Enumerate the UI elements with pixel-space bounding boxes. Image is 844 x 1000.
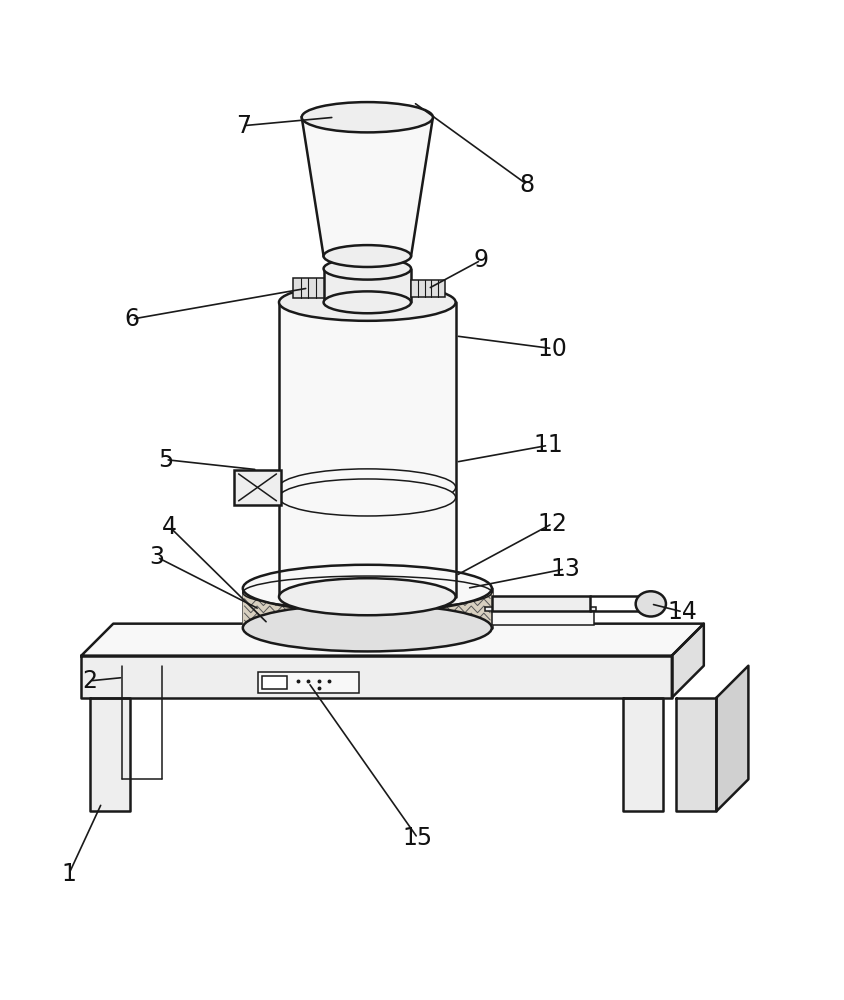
Text: 4: 4 — [162, 515, 177, 539]
Text: 13: 13 — [550, 557, 580, 581]
Polygon shape — [672, 624, 704, 698]
Ellipse shape — [279, 578, 456, 615]
Text: 9: 9 — [473, 248, 489, 272]
Bar — [258, 672, 359, 693]
Polygon shape — [81, 624, 704, 656]
Ellipse shape — [243, 565, 492, 612]
Polygon shape — [676, 698, 717, 811]
Polygon shape — [243, 593, 492, 626]
Polygon shape — [243, 588, 492, 628]
Polygon shape — [623, 698, 663, 811]
Polygon shape — [89, 698, 130, 811]
Polygon shape — [279, 302, 456, 597]
Bar — [235, 470, 281, 505]
Text: 6: 6 — [124, 307, 139, 331]
Ellipse shape — [279, 479, 456, 516]
Polygon shape — [717, 666, 749, 811]
Text: 10: 10 — [538, 337, 567, 361]
Bar — [294, 278, 323, 298]
Text: 8: 8 — [520, 173, 535, 197]
Ellipse shape — [243, 604, 492, 651]
Ellipse shape — [636, 591, 666, 617]
Text: 1: 1 — [62, 862, 76, 886]
Text: 15: 15 — [403, 826, 433, 850]
Text: 12: 12 — [538, 512, 567, 536]
Text: 2: 2 — [82, 669, 97, 693]
Text: 3: 3 — [149, 545, 165, 569]
Text: 14: 14 — [668, 600, 698, 624]
Bar — [411, 280, 445, 297]
Bar — [492, 611, 594, 625]
Ellipse shape — [279, 284, 456, 321]
Text: 11: 11 — [533, 433, 563, 457]
Ellipse shape — [323, 245, 411, 267]
Ellipse shape — [323, 291, 411, 313]
Ellipse shape — [301, 102, 433, 132]
Bar — [492, 596, 590, 611]
Bar — [262, 676, 288, 689]
Text: 5: 5 — [158, 448, 173, 472]
Text: 7: 7 — [236, 114, 252, 138]
Polygon shape — [81, 656, 672, 698]
Polygon shape — [323, 269, 411, 302]
Bar — [485, 607, 596, 611]
Ellipse shape — [323, 258, 411, 280]
Polygon shape — [301, 117, 433, 256]
